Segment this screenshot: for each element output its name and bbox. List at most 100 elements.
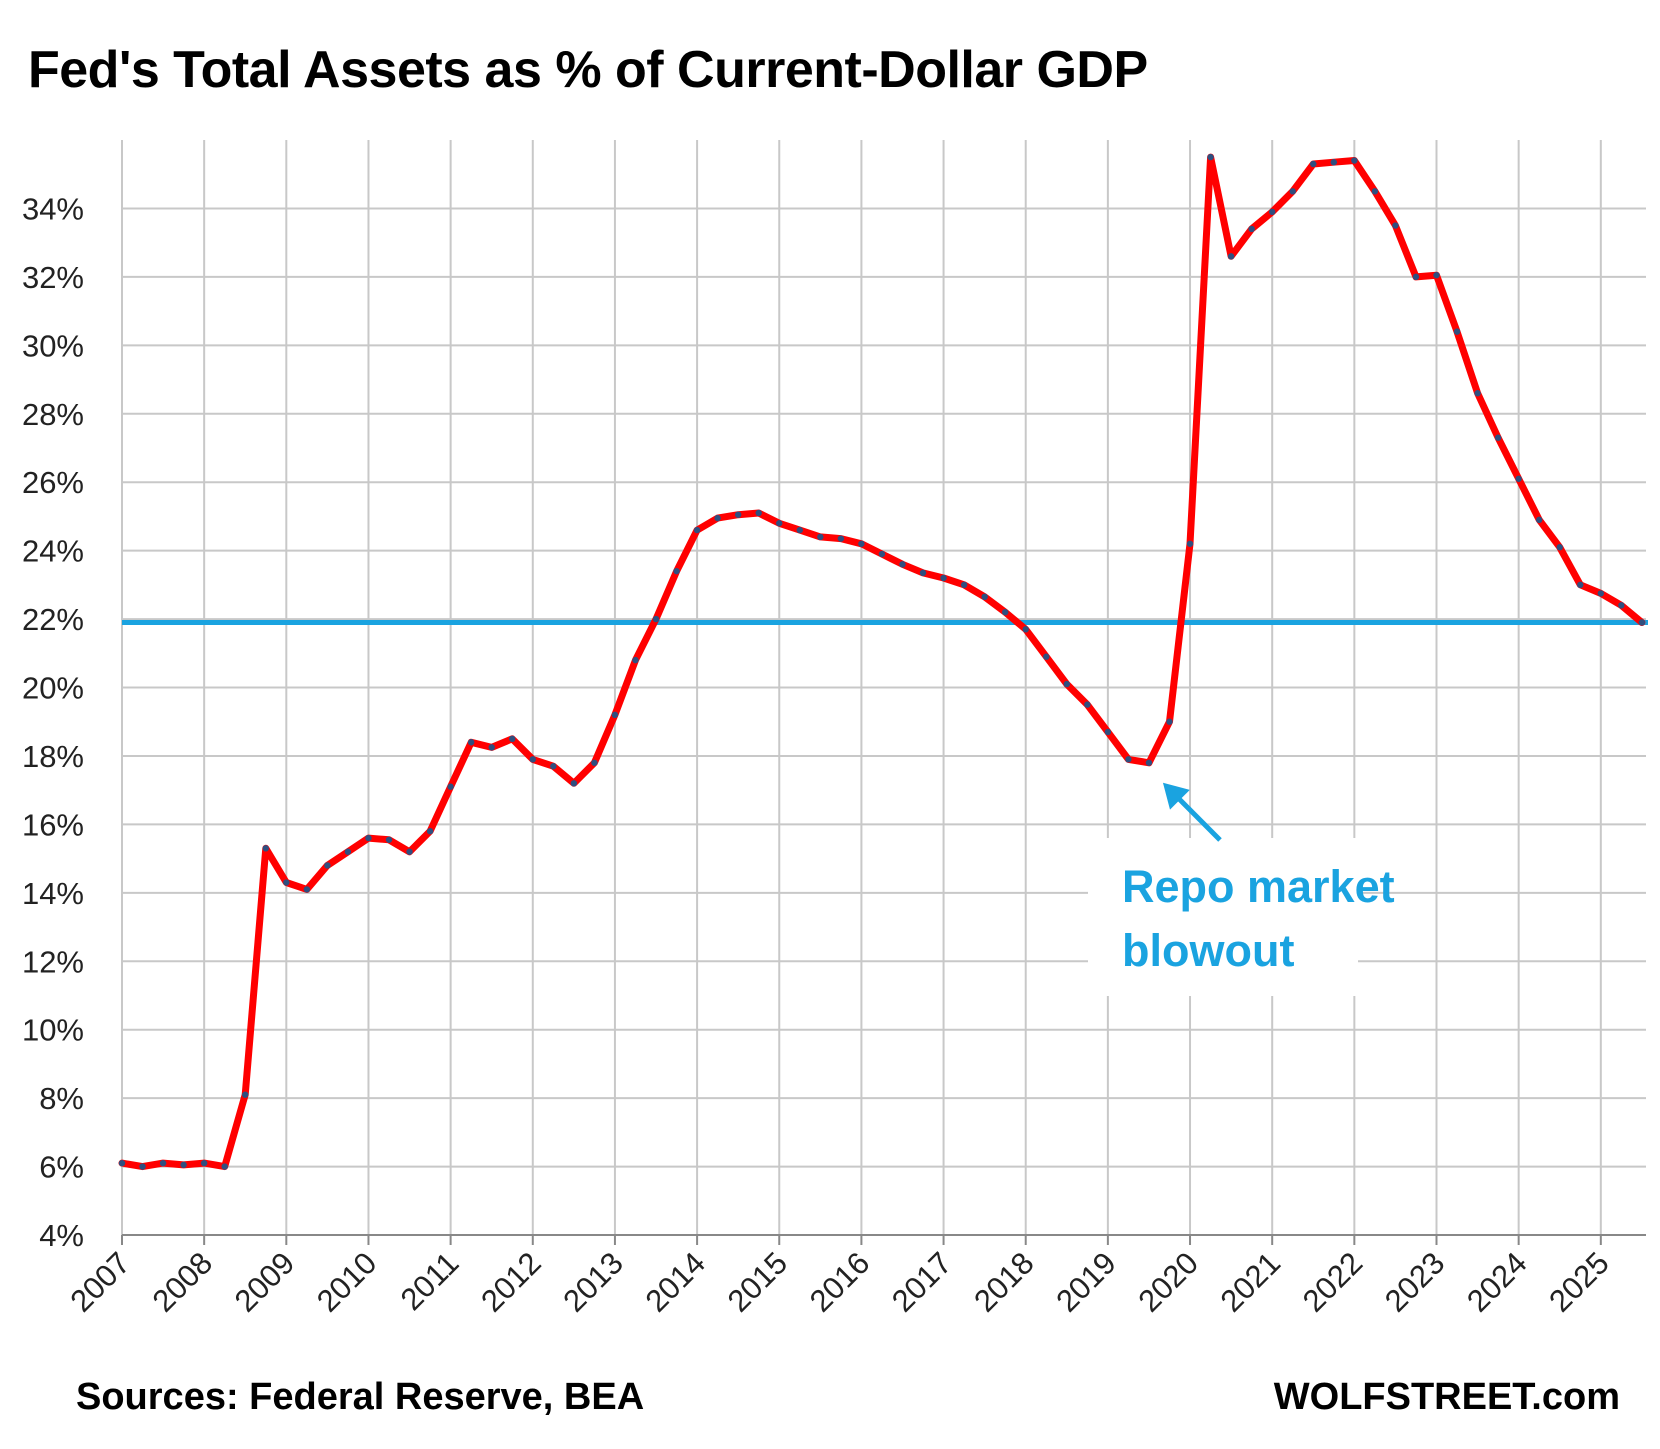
data-point [1330, 159, 1338, 166]
data-point [570, 780, 578, 787]
data-point [591, 759, 598, 766]
data-point [1556, 544, 1563, 551]
data-point [817, 533, 824, 541]
data-point [714, 514, 721, 522]
x-tick-label: 2012 [474, 1245, 548, 1319]
data-point [1618, 602, 1625, 609]
x-tick-labels: 2007 2008 2009 2010 2011 2012 2013 2014 2015 2016… [63, 1245, 1615, 1319]
x-tick-label: 2008 [146, 1245, 220, 1319]
data-point [878, 550, 886, 558]
data-point [1371, 188, 1379, 195]
data-point [550, 763, 557, 770]
data-point [776, 520, 783, 527]
x-tick-label: 2016 [803, 1245, 877, 1319]
data-point [1515, 475, 1522, 482]
data-point [755, 509, 762, 517]
data-point [180, 1161, 187, 1169]
y-tick-labels: 4% 6% 8% 10% 12% 14% 16% 18% 20% 22% 24% 26% 28% 30% 3… [22, 191, 84, 1253]
data-point [1268, 208, 1276, 216]
data-point [858, 540, 865, 547]
data-point [1289, 188, 1296, 195]
y-tick-label: 4% [39, 1218, 84, 1253]
data-point [1638, 619, 1646, 626]
data-point [632, 656, 639, 664]
data-point [1433, 271, 1440, 279]
series-group [118, 153, 1646, 1171]
data-point [1474, 390, 1481, 397]
data-point [919, 569, 927, 577]
data-point [1227, 253, 1235, 260]
x-tick-label: 2017 [885, 1245, 959, 1319]
y-tick-label: 14% [22, 876, 84, 911]
data-point [344, 848, 352, 855]
data-point [406, 848, 413, 855]
data-point [1412, 273, 1420, 281]
x-tick-label: 2025 [1542, 1245, 1616, 1319]
data-point [303, 886, 311, 893]
data-point [1166, 718, 1173, 725]
annotation-text: Repo market [1122, 861, 1395, 912]
y-tick-label: 8% [39, 1081, 84, 1116]
data-point [221, 1163, 228, 1170]
data-point [262, 845, 269, 852]
x-tick-label: 2021 [1214, 1245, 1288, 1319]
y-tick-label: 32% [22, 260, 84, 295]
x-tick-label: 2013 [556, 1245, 630, 1319]
data-point [1351, 157, 1358, 164]
data-point [1125, 756, 1132, 763]
x-tick-label: 2022 [1296, 1245, 1370, 1319]
data-point [200, 1159, 208, 1167]
x-tick-label: 2024 [1460, 1245, 1534, 1319]
y-tick-label: 26% [22, 465, 84, 500]
annotation-arrow-shaft [1171, 791, 1222, 842]
annotation-text: blowout [1122, 925, 1294, 976]
data-point [981, 593, 988, 601]
data-points [118, 153, 1646, 1170]
data-point [1186, 540, 1194, 547]
data-point [611, 711, 619, 719]
data-point [242, 1091, 249, 1098]
grid-lines [121, 140, 1646, 1236]
data-point [693, 526, 701, 534]
x-tick-label: 2014 [639, 1245, 713, 1319]
data-point [324, 862, 331, 869]
annotation-group: Repo market blowout [1088, 782, 1395, 996]
data-point [1043, 653, 1050, 660]
y-tick-label: 12% [22, 944, 84, 979]
y-tick-label: 34% [22, 191, 84, 226]
data-point [159, 1159, 167, 1167]
data-point [365, 834, 372, 842]
data-point [1001, 609, 1009, 616]
x-tick-label: 2011 [394, 1245, 466, 1317]
data-point [509, 735, 516, 743]
x-tick-label: 2010 [310, 1245, 384, 1319]
axes [121, 1234, 1646, 1245]
brand-label: WOLFSTREET.com [1273, 1376, 1620, 1418]
data-point [1453, 328, 1461, 335]
data-point [1084, 701, 1091, 708]
y-tick-label: 28% [22, 397, 84, 432]
data-point [1310, 160, 1317, 168]
data-point [1022, 626, 1029, 633]
x-tick-label: 2023 [1378, 1245, 1452, 1319]
data-point [118, 1159, 126, 1167]
data-point [1248, 225, 1255, 233]
data-point [385, 836, 393, 843]
data-point [529, 756, 536, 763]
y-tick-label: 20% [22, 671, 84, 706]
series-line [118, 153, 1646, 1171]
x-tick-label: 2009 [228, 1245, 302, 1319]
y-tick-label: 30% [22, 328, 84, 363]
data-point [837, 535, 845, 542]
y-tick-label: 16% [22, 807, 84, 842]
sources-note: Sources: Federal Reserve, BEA [76, 1376, 645, 1418]
data-point [899, 561, 906, 568]
y-tick-label: 22% [22, 602, 84, 637]
data-point [426, 828, 434, 835]
data-point [652, 615, 660, 623]
annotation-arrow-head [1162, 782, 1190, 810]
y-tick-label: 10% [22, 1013, 84, 1048]
data-point [734, 511, 742, 518]
data-point [447, 783, 454, 790]
